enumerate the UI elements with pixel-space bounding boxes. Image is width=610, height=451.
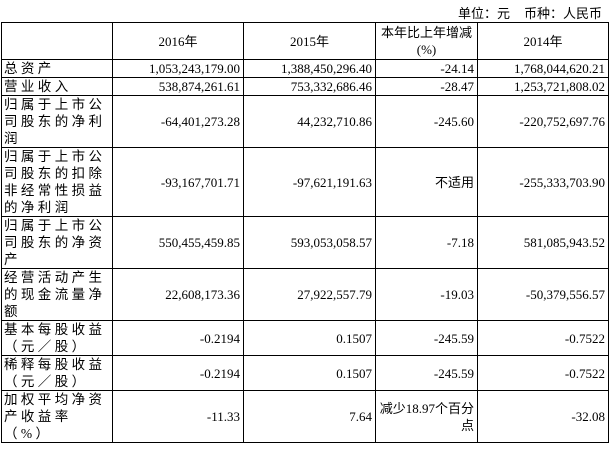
cell: 0.1507	[243, 320, 376, 356]
cell: -93,167,701.71	[112, 147, 244, 217]
cell: -64,401,273.28	[112, 95, 244, 148]
row-label: 归属于上市公司股东的净利润	[1, 95, 113, 148]
unit: 单位：元	[457, 6, 510, 21]
cell: -50,379,556.57	[477, 268, 609, 321]
cell: 1,053,243,179.00	[112, 59, 244, 78]
cell: -245.59	[375, 320, 478, 356]
cell: 1,388,450,296.40	[243, 59, 376, 78]
cell: 7.64	[243, 390, 376, 443]
cell: 减少18.97个百分点	[375, 390, 478, 443]
cell: 581,085,943.52	[477, 216, 609, 269]
column-header	[1, 22, 113, 60]
cell: -97,621,191.63	[243, 147, 376, 217]
cell: 550,455,459.85	[112, 216, 244, 269]
column-header: 2015年	[243, 22, 376, 60]
row-label: 营业收入	[1, 77, 113, 96]
cell: -28.47	[375, 77, 478, 96]
cell: 22,608,173.36	[112, 268, 244, 321]
cell: 538,874,261.61	[112, 77, 244, 96]
cell: -220,752,697.76	[477, 95, 609, 148]
cell: -19.03	[375, 268, 478, 321]
row-label: 归属于上市公司股东的扣除非经常性损益的净利润	[1, 147, 113, 217]
row-label: 基本每股收益（元／股）	[1, 320, 113, 356]
table-row: 营业收入 538,874,261.61 753,332,686.46 -28.47 1,…	[1, 77, 609, 96]
cell: -245.60	[375, 95, 478, 148]
header-note: 单位：元 币种：人民币	[444, 3, 602, 22]
table-row: 归属于上市公司股东的净资产 550,455,459.85 593,053,058.5…	[1, 216, 609, 269]
row-label: 加权平均净资产收益率（%）	[1, 390, 113, 443]
column-header: 2016年	[112, 22, 244, 60]
cell: -0.7522	[477, 355, 609, 391]
column-header: 2014年	[477, 22, 609, 60]
cell: -245.59	[375, 355, 478, 391]
column-header: 本年比上年增减(%)	[375, 22, 478, 60]
cell: -11.33	[112, 390, 244, 443]
table-row: 加权平均净资产收益率（%） -11.33 7.64 减少18.97个百分点 -32.08	[1, 390, 609, 443]
row-label: 稀释每股收益（元／股）	[1, 355, 113, 391]
table-row: 稀释每股收益（元／股） -0.2194 0.1507 -245.59 -0.7522	[1, 355, 609, 391]
cell: 1,768,044,620.21	[477, 59, 609, 78]
table-body: 总资产 1,053,243,179.00 1,388,450,296.40 -24.1…	[1, 59, 609, 443]
table-row: 基本每股收益（元／股） -0.2194 0.1507 -245.59 -0.7522	[1, 320, 609, 356]
cell: -0.2194	[112, 355, 244, 391]
table-row: 总资产 1,053,243,179.00 1,388,450,296.40 -24.1…	[1, 59, 609, 78]
cell: -32.08	[477, 390, 609, 443]
cell: 593,053,058.57	[243, 216, 376, 269]
cell: -0.2194	[112, 320, 244, 356]
cell: 1,253,721,808.02	[477, 77, 609, 96]
currency: 币种：人民币	[523, 6, 602, 21]
table-row: 归属于上市公司股东的扣除非经常性损益的净利润 -93,167,701.71 -97,…	[1, 147, 609, 217]
row-label: 归属于上市公司股东的净资产	[1, 216, 113, 269]
row-label: 总资产	[1, 59, 113, 78]
cell: -0.7522	[477, 320, 609, 356]
table-row: 归属于上市公司股东的净利润 -64,401,273.28 44,232,710.86…	[1, 95, 609, 148]
header-row: 2016年 2015年 本年比上年增减(%) 2014年	[1, 22, 609, 60]
table-row: 经营活动产生的现金流量净额 22,608,173.36 27,922,557.79-…	[1, 268, 609, 321]
cell: -24.14	[375, 59, 478, 78]
cell: 不适用	[375, 147, 478, 217]
cell: -255,333,703.90	[477, 147, 609, 217]
financial-table: 2016年 2015年 本年比上年增减(%) 2014年 总资产 1,053,243,1…	[1, 22, 609, 443]
cell: 27,922,557.79	[243, 268, 376, 321]
cell: 44,232,710.86	[243, 95, 376, 148]
row-label: 经营活动产生的现金流量净额	[1, 268, 113, 321]
cell: 0.1507	[243, 355, 376, 391]
cell: 753,332,686.46	[243, 77, 376, 96]
cell: -7.18	[375, 216, 478, 269]
